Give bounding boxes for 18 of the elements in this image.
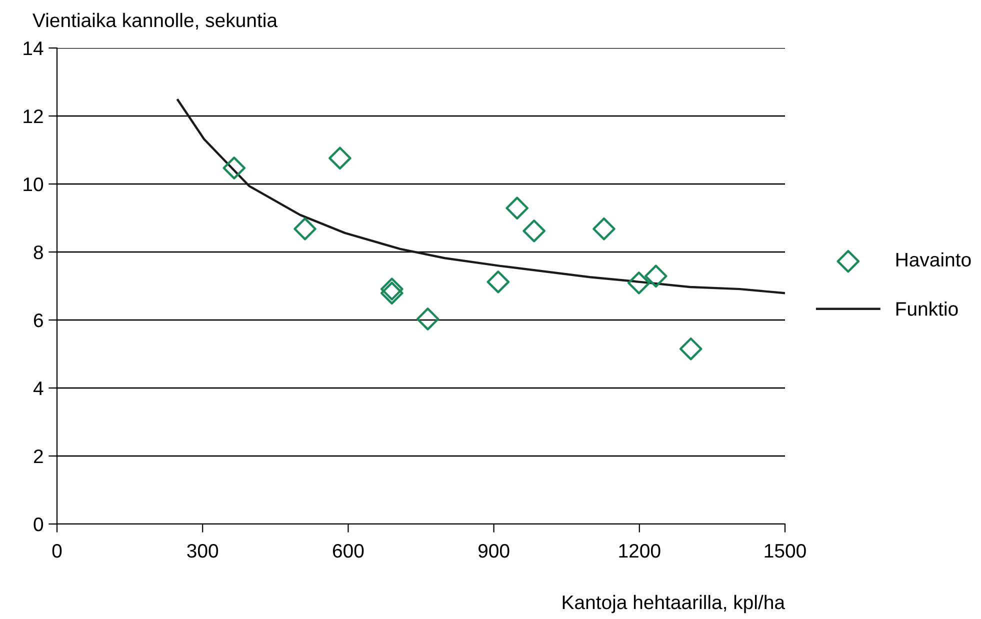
legend-label: Funktio bbox=[896, 302, 958, 316]
x-axis-title: Kantoja hehtaarilla, kpl/ha bbox=[562, 594, 786, 614]
y-tick-label: 4 bbox=[33, 382, 44, 396]
legend-label: Havainto bbox=[896, 252, 971, 267]
y-tick-label: 0 bbox=[34, 517, 44, 532]
x-tick-label: 1500 bbox=[764, 544, 806, 558]
y-tick-label: 12 bbox=[24, 109, 43, 124]
y-tick-label: 2 bbox=[34, 449, 43, 464]
x-tick-label: 0 bbox=[52, 544, 62, 558]
x-tick-label: 600 bbox=[332, 544, 364, 558]
x-tick-label: 1200 bbox=[619, 544, 660, 558]
y-tick-label: 8 bbox=[34, 245, 43, 260]
x-tick-label: 900 bbox=[478, 544, 510, 558]
y-axis-title: Vientiaika kannolle, sekuntia bbox=[32, 12, 278, 30]
y-tick-label: 14 bbox=[24, 42, 44, 56]
y-tick-label: 10 bbox=[24, 177, 44, 192]
y-tick-label: 6 bbox=[34, 313, 43, 328]
x-tick-label: 300 bbox=[187, 544, 218, 558]
